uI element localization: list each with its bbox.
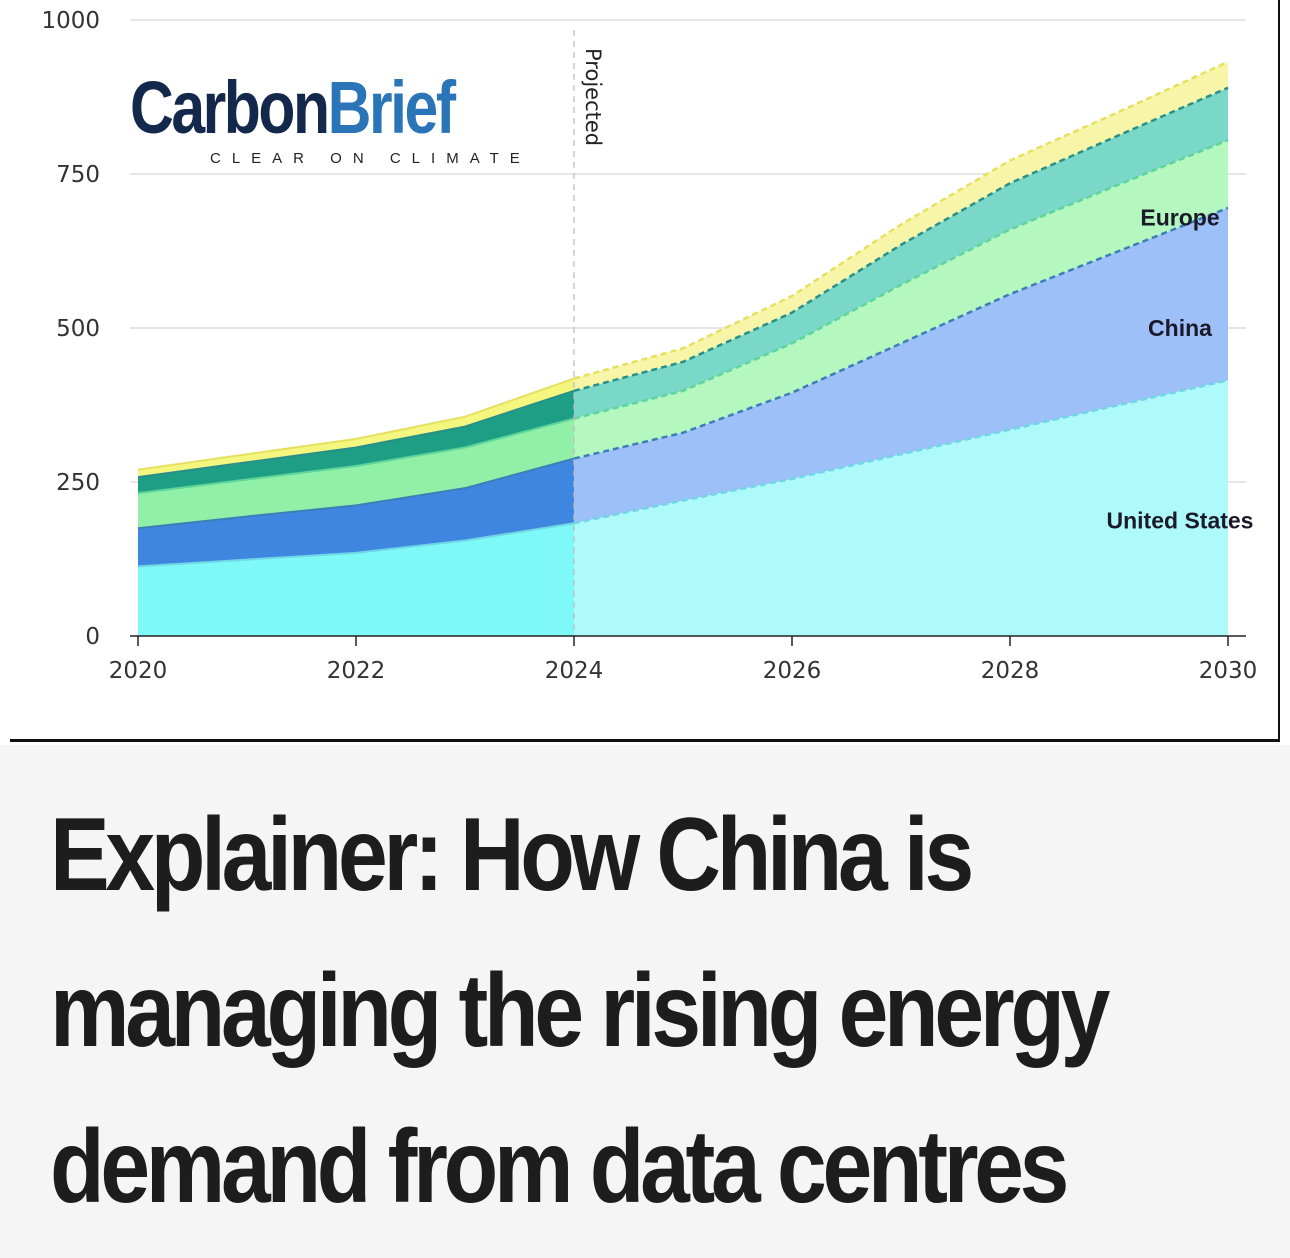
stacked-area-chart: 0 250 500 750 1000 2020 2022 2024 2026 2028 2030 P… — [41, 8, 1257, 684]
area-series — [138, 61, 1228, 636]
x-tick-label-2030: 2030 — [1199, 658, 1258, 684]
headline-panel: Explainer: How China is managing the ris… — [0, 745, 1290, 1258]
line-china-projected — [573, 206, 1229, 460]
y-tick-label-750: 750 — [56, 162, 100, 188]
area-united-states-projected — [574, 380, 1228, 636]
chart-panel: 0 250 500 750 1000 2020 2022 2024 2026 2028 2030 P… — [10, 0, 1280, 742]
line-rest-of-world-historical — [137, 377, 575, 471]
y-tick-label-250: 250 — [56, 470, 100, 496]
area-rest-of-world-projected — [574, 61, 1228, 391]
headline-line-3: demand from data centres — [50, 1109, 1069, 1225]
line-other-historical — [137, 389, 575, 479]
line-rest-of-world-projected — [573, 60, 1229, 380]
x-tick-label-2020: 2020 — [109, 658, 168, 684]
boundary-lines — [137, 60, 1229, 568]
area-other-historical — [138, 390, 574, 494]
area-united-states-historical — [138, 523, 574, 636]
logo-tagline: CLEAR ON CLIMATE — [210, 150, 531, 167]
x-tick-label-2028: 2028 — [981, 658, 1040, 684]
area-europe-historical — [138, 418, 574, 529]
series-label-europe: Europe — [1140, 205, 1219, 231]
logo-carbon-text: Carbon — [130, 66, 330, 149]
y-tick-label-500: 500 — [56, 316, 100, 342]
axes: 0 250 500 750 1000 2020 2022 2024 2026 2028 2030 — [41, 8, 1257, 684]
headline-line-2: managing the rising energy — [50, 953, 1110, 1069]
y-tick-label-1000: 1000 — [41, 8, 100, 34]
x-tick-label-2024: 2024 — [545, 658, 604, 684]
line-united-states-projected — [573, 379, 1229, 525]
line-united-states-historical — [137, 522, 575, 568]
article-headline[interactable]: Explainer: How China is managing the ris… — [50, 777, 1110, 1245]
projection-label: Projected — [581, 48, 605, 146]
line-europe-projected — [573, 138, 1229, 420]
series-label-china: China — [1148, 315, 1212, 341]
y-tick-label-0: 0 — [85, 624, 100, 650]
headline-line-1: Explainer: How China is — [50, 797, 974, 913]
line-china-historical — [137, 457, 575, 530]
area-other-projected — [574, 87, 1228, 419]
line-other-projected — [573, 86, 1229, 393]
x-tick-label-2022: 2022 — [327, 658, 386, 684]
area-china-historical — [138, 458, 574, 567]
line-europe-historical — [137, 417, 575, 495]
area-rest-of-world-historical — [138, 378, 574, 478]
carbonbrief-logo: CarbonBrief CLEAR ON CLIMATE — [130, 66, 531, 168]
area-china-projected — [574, 207, 1228, 524]
logo-brief-text: Brief — [327, 66, 456, 149]
area-europe-projected — [574, 140, 1228, 459]
labels: Projected United States China Europe — [581, 48, 1253, 534]
series-label-united-states: United States — [1107, 508, 1254, 534]
x-tick-label-2026: 2026 — [763, 658, 822, 684]
logo-wordmark: CarbonBrief — [130, 66, 456, 149]
